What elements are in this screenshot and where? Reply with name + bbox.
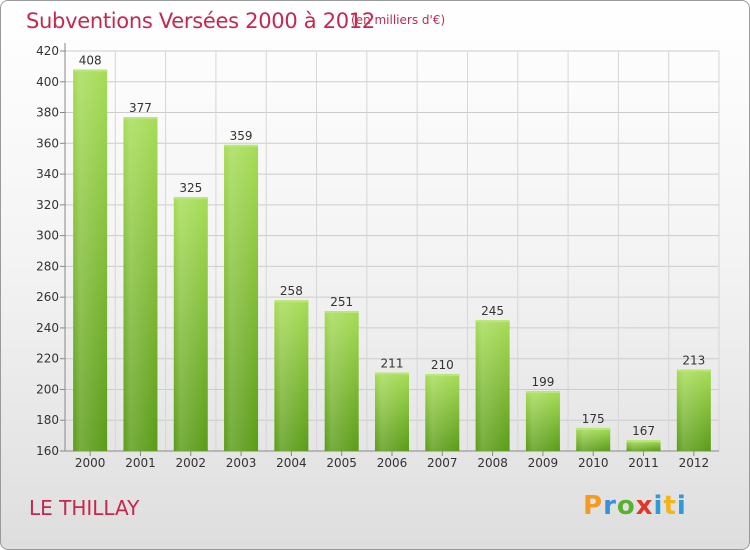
bar-top-edge [626, 440, 661, 443]
bar-top-edge [525, 391, 560, 393]
y-tick-label: 420 [36, 44, 59, 58]
x-tick-label: 2006 [377, 456, 408, 470]
y-tick-label: 220 [36, 352, 59, 366]
data-label: 377 [129, 101, 152, 115]
bar-top-edge [375, 372, 409, 375]
y-tick-label: 320 [36, 198, 59, 212]
x-tick-label: 2002 [175, 456, 206, 470]
axes: 160 180 200 220 240 260 280 300 320 340 360 380 400 4… [36, 43, 719, 470]
data-label: 245 [481, 304, 504, 318]
logo-letter: i [676, 491, 687, 521]
data-label: 210 [431, 358, 454, 372]
bar-top-edge [274, 300, 309, 303]
x-tick-label: 2010 [578, 456, 609, 470]
chart-title: Subventions Versées 2000 à 2012 [26, 9, 375, 33]
bar-top-edge [425, 374, 460, 377]
bar-top-edge [73, 69, 108, 72]
y-tick-label: 360 [36, 136, 59, 150]
bar-highlight [425, 374, 460, 451]
bar-highlight [576, 427, 611, 451]
chart-subtitle: (en milliers d'€) [351, 13, 446, 27]
bar-highlight [73, 69, 108, 451]
y-tick-label: 400 [36, 75, 59, 89]
bar-highlight [173, 197, 208, 451]
bar-top-edge [475, 320, 510, 323]
labels: 408 377 325 359 258 251 211 210 245 199 175 167 213 [79, 53, 706, 438]
place-name: LE THILLAY [29, 496, 140, 520]
y-tick-label: 300 [36, 229, 59, 243]
y-tick-label: 240 [36, 321, 59, 335]
data-label: 199 [531, 375, 554, 389]
bar-highlight [274, 300, 309, 451]
logo-letter: i [653, 491, 664, 521]
data-label: 251 [330, 295, 353, 309]
bar-top-edge [676, 369, 711, 372]
x-tick-label: 2005 [326, 456, 357, 470]
data-label: 325 [179, 181, 202, 195]
bar-top-edge [324, 311, 359, 313]
x-tick-label: 2001 [125, 456, 156, 470]
y-tick-label: 180 [36, 413, 59, 427]
x-tick-label: 2007 [427, 456, 458, 470]
bar-top-edge [123, 117, 158, 120]
x-tick-label: 2012 [679, 456, 710, 470]
y-tick-label: 160 [36, 444, 59, 458]
data-label: 175 [582, 412, 605, 426]
logo-letter: x [635, 491, 654, 521]
x-tick-label: 2000 [75, 456, 106, 470]
data-label: 359 [230, 129, 253, 143]
y-tick-label: 340 [36, 167, 59, 181]
x-tick-label: 2003 [226, 456, 257, 470]
logo-letter: t [663, 491, 677, 521]
bars [73, 69, 711, 452]
data-label: 167 [632, 424, 655, 438]
bar-highlight [375, 372, 409, 451]
data-label: 258 [280, 284, 303, 298]
x-tick-label: 2004 [276, 456, 307, 470]
x-tick-label: 2011 [628, 456, 659, 470]
data-label: 408 [79, 53, 102, 67]
data-label: 213 [682, 353, 705, 367]
data-label: 211 [381, 357, 404, 371]
y-tick-label: 280 [36, 259, 59, 273]
logo-letter: o [616, 491, 636, 521]
logo-letter: r [603, 491, 617, 521]
bar-highlight [475, 320, 510, 451]
bar-top-edge [576, 427, 611, 430]
bar-highlight [525, 391, 560, 451]
bar-highlight [224, 144, 259, 451]
y-tick-label: 260 [36, 290, 59, 304]
logo-letter: P [583, 491, 604, 521]
bar-highlight [324, 311, 359, 451]
x-tick-label: 2009 [528, 456, 559, 470]
bar-top-edge [224, 144, 259, 147]
x-tick-label: 2008 [477, 456, 508, 470]
y-tick-label: 380 [36, 106, 59, 120]
bar-top-edge [173, 197, 208, 200]
bar-highlight [626, 440, 661, 451]
y-tick-label: 200 [36, 382, 59, 396]
bar-highlight [676, 369, 711, 451]
proxiti-logo[interactable]: Proxiti [583, 491, 687, 521]
bar-highlight [123, 117, 158, 452]
